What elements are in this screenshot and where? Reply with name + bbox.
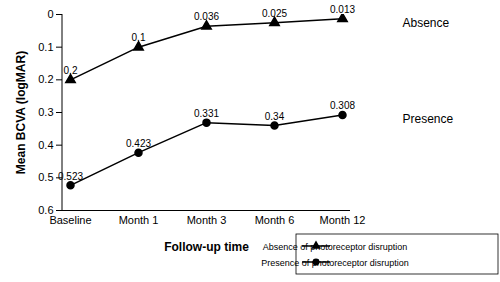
svg-text:0.5: 0.5 [38, 171, 53, 183]
svg-text:0: 0 [47, 8, 53, 20]
svg-text:Follow-up time: Follow-up time [164, 240, 249, 254]
svg-text:0.2: 0.2 [64, 65, 78, 76]
svg-text:0.523: 0.523 [58, 170, 83, 182]
svg-text:0.013: 0.013 [330, 4, 355, 15]
svg-text:0.3: 0.3 [38, 106, 53, 118]
svg-text:0.036: 0.036 [194, 11, 219, 22]
svg-text:Month 6: Month 6 [255, 214, 295, 226]
svg-text:0.331: 0.331 [194, 108, 219, 119]
svg-text:0.308: 0.308 [330, 100, 355, 111]
svg-text:0.2: 0.2 [38, 73, 53, 85]
svg-text:0.1: 0.1 [132, 32, 146, 43]
svg-text:0.34: 0.34 [265, 111, 285, 122]
svg-text:Month 1: Month 1 [119, 214, 159, 226]
svg-text:Presence of photoreceptor disr: Presence of photoreceptor disruption [261, 258, 409, 268]
svg-text:Baseline: Baseline [49, 214, 91, 226]
svg-text:Absence: Absence [403, 16, 450, 30]
svg-text:0.4: 0.4 [38, 139, 53, 151]
svg-text:0.423: 0.423 [126, 138, 151, 149]
svg-text:Month 3: Month 3 [187, 214, 227, 226]
svg-text:Mean BCVA (logMAR): Mean BCVA (logMAR) [14, 51, 28, 174]
svg-text:Presence: Presence [403, 112, 454, 126]
svg-text:0.1: 0.1 [38, 41, 53, 53]
svg-text:Month 12: Month 12 [320, 214, 366, 226]
svg-text:Absence of photoreceptor disru: Absence of photoreceptor disruption [263, 242, 408, 252]
svg-text:0.6: 0.6 [38, 204, 54, 216]
svg-text:0.025: 0.025 [262, 8, 287, 19]
